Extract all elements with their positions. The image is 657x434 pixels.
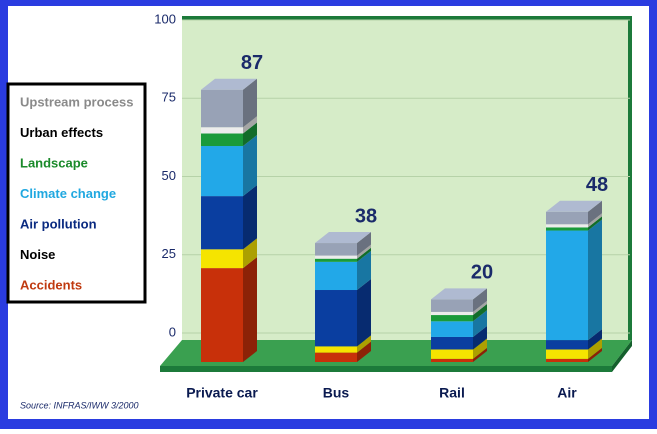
bar-segment: [431, 349, 473, 359]
bar-segment: [201, 268, 243, 362]
bar-side: [357, 247, 371, 262]
bar-segment: [431, 311, 473, 316]
bar-segment: [431, 321, 473, 337]
bar-side: [473, 304, 487, 322]
floor-edge: [160, 366, 612, 372]
bar-side: [357, 250, 371, 291]
bar-segment: [546, 211, 588, 225]
bar-segment: [431, 358, 473, 362]
bar-segment: [201, 249, 243, 269]
legend-label: Urban effects: [20, 125, 103, 140]
bar-segment: [431, 315, 473, 322]
bar-side: [243, 78, 257, 128]
bar-segment: [431, 299, 473, 312]
bar-side: [357, 335, 371, 353]
total-label: 20: [471, 262, 493, 284]
y-tick-label: 50: [162, 168, 176, 183]
bar-segment: [315, 243, 357, 256]
bar-segment: [546, 224, 588, 228]
bar-side: [473, 300, 487, 316]
total-label: 38: [355, 205, 377, 227]
bar-side: [473, 310, 487, 337]
bar-segment: [201, 89, 243, 128]
bar-side: [473, 288, 487, 312]
bar-segment: [546, 230, 588, 341]
bar-side: [243, 185, 257, 250]
bar-segment: [315, 258, 357, 262]
legend: [6, 82, 147, 304]
bar-side: [243, 238, 257, 269]
bar-side: [588, 200, 602, 225]
bar-side: [473, 325, 487, 350]
legend-label: Air pollution: [20, 216, 97, 231]
x-tick-label: Rail: [439, 385, 465, 401]
y-tick-label: 75: [162, 90, 176, 105]
bar-top: [546, 200, 602, 212]
total-label: 87: [241, 52, 263, 74]
bar-segment: [201, 127, 243, 134]
bar-segment: [315, 352, 357, 362]
legend-label: Climate change: [20, 186, 116, 201]
bar-side: [473, 347, 487, 362]
x-tick-label: Air: [557, 385, 577, 401]
bar-segment: [546, 340, 588, 350]
bar-side: [588, 329, 602, 350]
bar-top: [201, 78, 257, 90]
bar-segment: [315, 290, 357, 347]
bar-top: [431, 288, 487, 300]
legend-label: Accidents: [20, 277, 82, 292]
bar-side: [588, 347, 602, 362]
y-tick-label: 0: [169, 324, 176, 339]
bar-segment: [315, 346, 357, 353]
bar-side: [243, 116, 257, 134]
bar-side: [588, 219, 602, 341]
y-tick-label: 25: [162, 246, 176, 261]
bar-segment: [315, 261, 357, 291]
bar-segment: [546, 358, 588, 362]
bar-side: [243, 257, 257, 362]
bar-side: [357, 232, 371, 256]
bar-top: [315, 232, 371, 244]
bar-segment: [546, 349, 588, 359]
floor-side: [612, 340, 632, 372]
bar-segment: [201, 146, 243, 197]
bar-segment: [315, 255, 357, 259]
bar-segment: [201, 133, 243, 147]
bar-side: [473, 338, 487, 359]
bar-side: [243, 135, 257, 197]
bar-side: [243, 122, 257, 147]
bar-segment: [201, 196, 243, 250]
bar-side: [357, 244, 371, 259]
source-note: Source: INFRAS/IWW 3/2000: [20, 400, 139, 410]
total-label: 48: [586, 174, 608, 196]
legend-label: Upstream process: [20, 94, 133, 109]
x-tick-label: Bus: [323, 385, 350, 401]
bar-segment: [546, 227, 588, 231]
floor: [160, 340, 632, 366]
bar-side: [588, 338, 602, 359]
x-tick-label: Private car: [186, 385, 258, 401]
legend-label: Landscape: [20, 155, 88, 170]
bar-side: [588, 216, 602, 231]
wall-border: [182, 16, 632, 340]
bar-segment: [431, 336, 473, 350]
y-tick-label: 100: [154, 11, 176, 26]
legend-label: Noise: [20, 247, 55, 262]
bar-side: [588, 213, 602, 228]
bar-side: [357, 341, 371, 362]
bar-side: [357, 279, 371, 347]
